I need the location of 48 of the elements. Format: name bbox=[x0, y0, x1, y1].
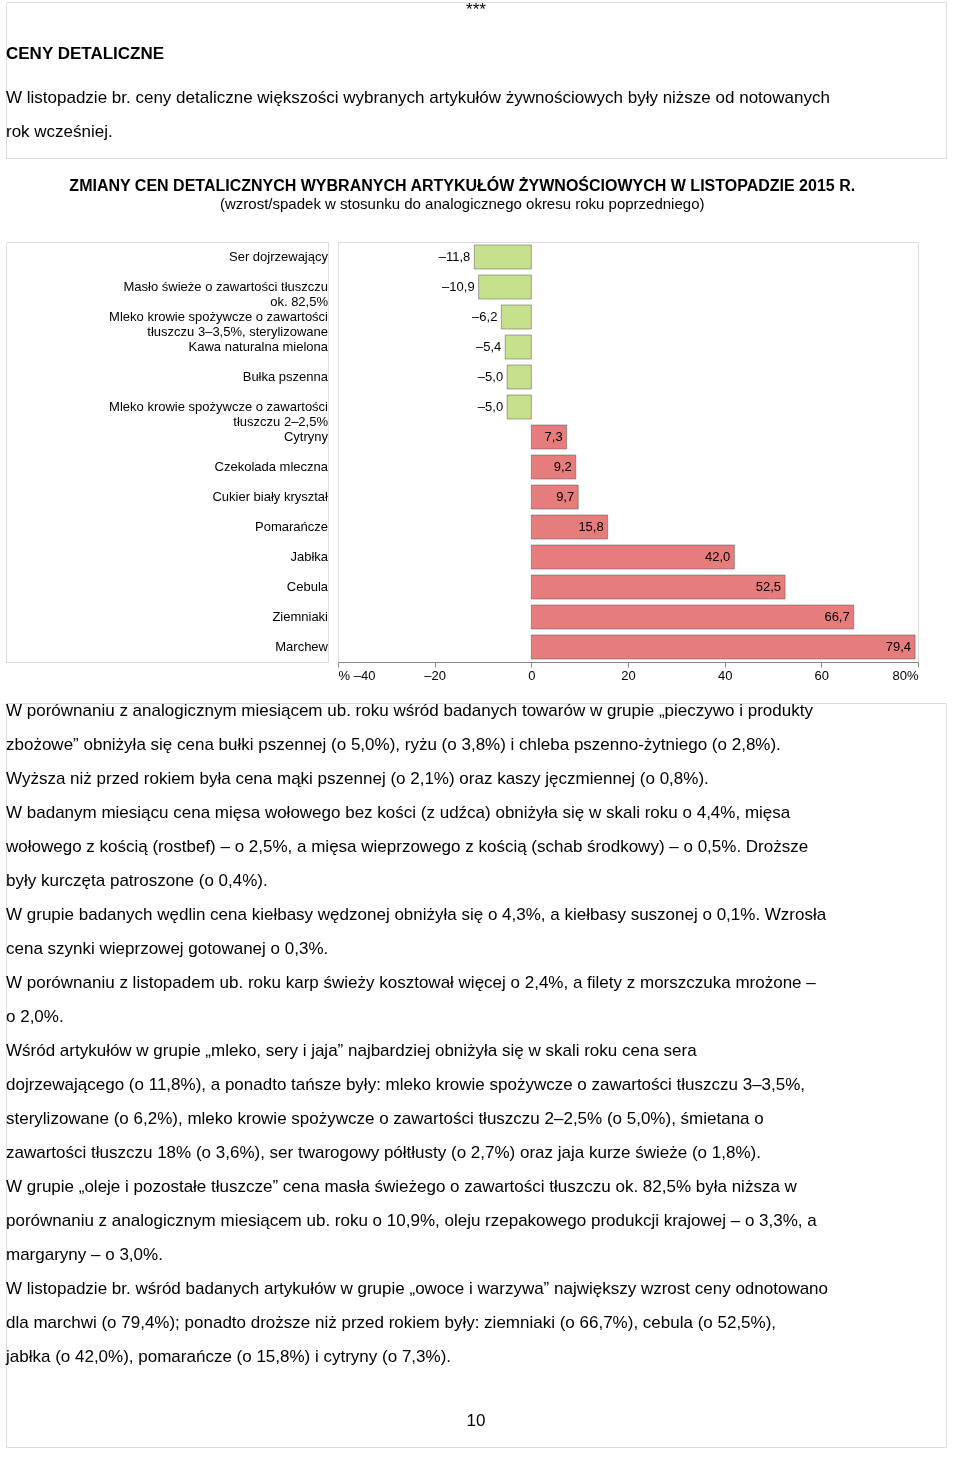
x-tick-label: 60 bbox=[814, 667, 830, 683]
y-tick-label: Cytryny bbox=[283, 429, 329, 444]
x-tick-label: % –40 bbox=[338, 667, 376, 683]
text: W grupie „oleje i pozostałe tłuszcze” cena masła świeżego o zawartości tłuszczu ok. 82,5% była niższa w porównaniu z analogicznym miesiącem ub. roku o 10,9%, oleju rzepakowego produkcji krajowej – o 3,3%, a margaryny – o 3,0%. bbox=[6, 1177, 818, 1264]
y-tick-label: Cebula bbox=[286, 579, 329, 594]
data-label: –5,0 bbox=[477, 399, 504, 414]
x-tick-label: 0 bbox=[528, 667, 536, 683]
data-label: 42,0 bbox=[705, 549, 731, 564]
y-tick-label: Ser dojrzewający bbox=[229, 249, 329, 264]
chart-subtitle: (wzrost/spadek w stosunku do analogicznego okresu roku poprzedniego) bbox=[220, 194, 705, 212]
text: W badanym miesiącu cena mięsa wołowego bez kości (z udźca) obniżyła się w skali roku o 4,4%, mięsa wołowego z kością (rostbef) – o 2,5%, a mięsa wieprzowego z kością (schab środkowy) – o 0,5%. Droższe były kurczęta patroszone (o 0,4%). bbox=[5, 803, 809, 890]
y-tick-label: Mleko krowie spożywcze o zawartości tłuszczu 2–2,5% bbox=[109, 399, 329, 429]
y-tick-label: Masło świeże o zawartości tłuszczu ok. 82,5% bbox=[123, 279, 329, 309]
text: 10 bbox=[466, 1411, 486, 1430]
chart-title: ZMIANY CEN DETALICZNYCH WYBRANYCH ARTYKUŁÓW ŻYWNOŚCIOWYCH W LISTOPADZIE 2015 R. bbox=[69, 175, 856, 194]
y-tick-label: Mleko krowie spożywcze o zawartości tłuszczu 3–3,5%, sterylizowane bbox=[109, 309, 329, 339]
data-label: –11,8 bbox=[438, 249, 471, 264]
y-tick-label: Ziemniaki bbox=[272, 609, 329, 624]
data-label: 9,2 bbox=[553, 459, 572, 474]
data-label: 15,8 bbox=[578, 519, 604, 534]
text: W porównaniu z listopadem ub. roku karp świeży kosztował więcej o 2,4%, a filety z morszczuka mrożone – o 2,0%. bbox=[6, 973, 817, 1026]
x-tick-label: –20 bbox=[424, 667, 447, 683]
y-tick-label: Cukier biały kryształ bbox=[212, 489, 329, 504]
data-label: –10,9 bbox=[442, 279, 475, 294]
y-tick-label: Marchew bbox=[275, 639, 329, 654]
data-label: –5,0 bbox=[477, 369, 504, 384]
text: W porównaniu z analogicznym miesiącem ub. roku wśród badanych towarów w grupie „pieczywo i produkty zbożowe” obniżyła się cena bułki pszennej (o 5,0%), ryżu (o 3,8%) i chleba pszenno-żytniego (o 2,8%). Wyższa niż przed rokiem była cena mąki pszennej (o 2,1%) oraz kaszy jęczmiennej (o 0,8%). bbox=[6, 701, 814, 788]
data-label: 52,5 bbox=[755, 579, 782, 594]
text: CENY DETALICZNE bbox=[6, 44, 165, 63]
text: Wśród artykułów w grupie „mleko, sery i jaja” najbardziej obniżyła się w skali roku cena sera dojrzewającego (o 11,8%), a ponadto tańsze były: mleko krowie spożywcze o zawartości tłuszczu 3–3,5%, sterylizowane (o 6,2%), mleko krowie spożywcze o zawartości tłuszczu 2–2,5% (o 5,0%), śmietana o zawartości tłuszczu 18% (o 3,6%), ser twarogowy półtłusty (o 2,7%) oraz jaja kurze świeże (o 1,8%). bbox=[6, 1041, 806, 1162]
data-label: –6,2 bbox=[472, 309, 498, 324]
data-label: 79,4 bbox=[885, 639, 912, 654]
data-label: 7,3 bbox=[544, 429, 563, 444]
x-tick-label: 80% bbox=[892, 667, 919, 683]
x-tick-label: 40 bbox=[717, 667, 733, 683]
text: *** bbox=[466, 0, 487, 19]
y-tick-label: Bułka pszenna bbox=[242, 369, 329, 384]
data-label: –5,4 bbox=[475, 339, 502, 354]
y-tick-label: Czekolada mleczna bbox=[214, 459, 329, 474]
data-label: 66,7 bbox=[824, 609, 850, 624]
y-tick-label: Jabłka bbox=[290, 549, 329, 564]
x-tick-label: 20 bbox=[621, 667, 636, 683]
y-tick-label: Kawa naturalna mielona bbox=[188, 339, 329, 354]
text: W listopadzie br. wśród badanych artykułów w grupie „owoce i warzywa” największy wzrost ceny odnotowano dla marchwi (o 79,4%); ponadto droższe niż przed rokiem były: ziemniaki (o 66,7%), cebula (o 52,5%), jabłka (o 42,0%), pomarańcze (o 15,8%) i cytryny (o 7,3%). bbox=[5, 1279, 829, 1366]
data-label: 9,7 bbox=[556, 489, 575, 504]
text: W listopadzie br. ceny detaliczne większości wybranych artykułów żywnościowych były niższe od notowanych rok wcześniej. bbox=[6, 88, 830, 141]
y-tick-label: Pomarańcze bbox=[255, 519, 328, 534]
text: W grupie badanych wędlin cena kiełbasy wędzonej obniżyła się o 4,3%, a kiełbasy suszonej o 0,1%. Wzrosła cena szynki wieprzowej gotowanej o 0,3%. bbox=[6, 905, 827, 958]
